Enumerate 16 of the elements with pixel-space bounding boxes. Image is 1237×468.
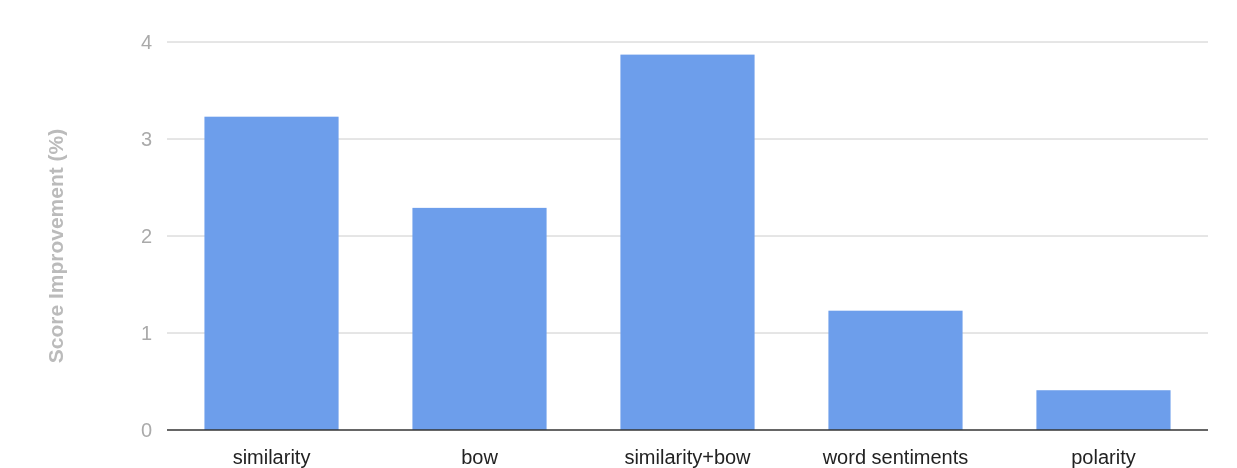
bar	[1036, 390, 1171, 430]
x-tick-label: word sentiments	[821, 446, 969, 468]
y-tick-label: 1	[140, 322, 152, 344]
x-tick-label: similarity+bow	[624, 446, 752, 468]
bar	[828, 310, 963, 430]
y-tick-label: 2	[140, 225, 152, 247]
y-tick-label: 4	[140, 31, 152, 53]
x-tick-label: bow	[461, 446, 499, 468]
x-tick-label: polarity	[1071, 446, 1136, 468]
x-tick-label: similarity	[232, 446, 311, 468]
bar	[412, 207, 547, 430]
y-tick-label: 3	[140, 128, 152, 150]
y-axis-title: Score Improvement (%)	[44, 128, 67, 364]
bar	[204, 116, 339, 430]
bar	[620, 54, 755, 430]
y-tick-label: 0	[140, 419, 152, 441]
